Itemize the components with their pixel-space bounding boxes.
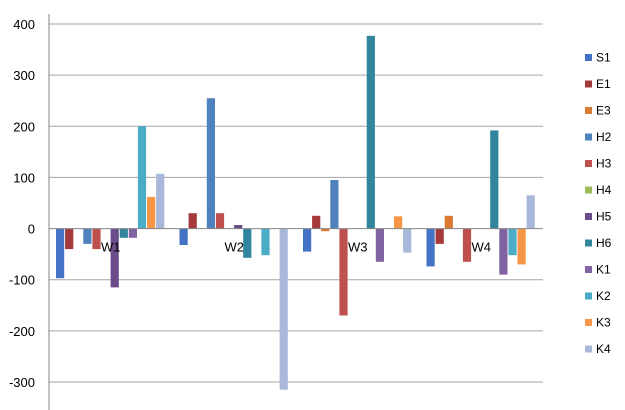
bar-S1-W4 [426,228,435,267]
bar-K3-W1 [147,196,156,229]
bar-S1-W2 [179,228,188,245]
legend-label-H5: H5 [596,210,612,224]
bar-H5-W2 [234,225,243,229]
bar-H6-W2 [243,228,252,258]
legend-label-E1: E1 [596,77,611,91]
bar-H3-W3 [339,228,348,316]
y-tick-label: 100 [13,170,35,185]
y-axis-tick-labels: 400 300 200 100 0 -100 -200 -300 [9,17,35,390]
bar-H5-W1 [110,228,119,288]
y-tick-label: 0 [28,222,35,237]
bar-K4-W3 [403,228,412,253]
y-tick-label: 300 [13,68,35,83]
bars [56,35,535,390]
legend-label-H6: H6 [596,236,612,250]
legend-swatch-K1 [585,266,592,273]
bar-S1-W1 [56,228,65,279]
legend-swatch-K3 [585,319,592,326]
bar-K4-W2 [279,228,288,390]
bar-K3-W4 [517,228,526,265]
bar-K2-W4 [508,228,517,256]
legend-swatch-E1 [585,80,592,88]
category-label: W1 [101,240,121,255]
category-label: W3 [348,240,368,255]
bar-K2-W2 [261,228,270,256]
bar-K3-W3 [394,216,403,229]
legend: S1 E1 E3 H2 H3 H4 H5 H6 K1 K2 K3 K4 [585,51,612,356]
legend-swatch-H6 [585,239,592,247]
legend-label-H3: H3 [596,157,612,171]
legend-label-K4: K4 [596,342,611,356]
category-label: W2 [225,240,245,255]
y-tick-label: -300 [9,375,35,390]
bar-H6-W3 [366,35,375,229]
legend-swatch-K4 [585,345,592,353]
bar-H3-W4 [462,228,472,262]
bar-K1-W3 [375,228,384,262]
bar-E3-W3 [321,228,330,232]
bar-E1-W4 [435,228,444,244]
bar-K2-W1 [137,126,147,229]
bar-K1-W4 [499,228,508,275]
legend-swatch-S1 [585,54,592,61]
bar-E1-W1 [65,228,74,250]
bar-E1-W3 [312,215,321,229]
legend-swatch-H5 [585,213,592,220]
legend-label-H4: H4 [596,183,612,197]
legend-label-K2: K2 [596,289,611,303]
legend-label-S1: S1 [596,51,611,65]
category-label: W4 [472,240,492,255]
bar-E1-W2 [188,213,197,229]
legend-swatch-H3 [585,160,592,167]
bar-H2-W1 [83,228,92,244]
bar-K4-W1 [156,173,165,229]
y-tick-label: 200 [13,119,35,134]
bar-H2-W2 [206,98,215,229]
y-tick-label: -100 [9,273,35,288]
legend-label-K1: K1 [596,263,611,277]
category-labels: W1 W2 W3 W4 [101,240,491,255]
bar-H2-W3 [330,180,339,229]
bar-E3-W4 [444,215,453,229]
legend-swatch-E3 [585,107,592,114]
legend-label-E3: E3 [596,104,611,118]
bar-K4-W4 [526,195,535,229]
bar-H3-W1 [92,228,101,250]
axes [48,14,543,410]
legend-label-K3: K3 [596,316,611,330]
bar-H6-W4 [490,130,499,229]
y-tick-label: 400 [13,17,35,32]
bar-K1-W1 [128,228,137,238]
legend-swatch-K2 [585,292,592,300]
bar-H6-W1 [119,228,128,238]
gridlines [49,23,543,383]
legend-swatch-H2 [585,133,592,141]
legend-swatch-H4 [585,186,592,194]
bar-H3-W2 [215,213,225,229]
legend-label-H2: H2 [596,130,612,144]
bar-S1-W3 [303,228,312,252]
y-tick-label: -200 [9,324,35,339]
